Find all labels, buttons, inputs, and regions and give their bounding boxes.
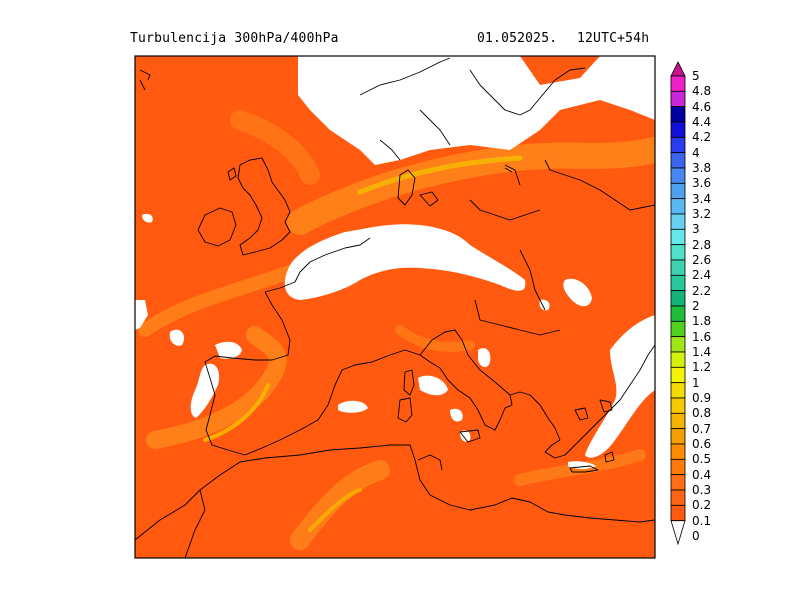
- legend-swatch: [670, 259, 686, 276]
- legend-label: 1.4: [692, 345, 712, 359]
- legend-swatch: [670, 474, 686, 491]
- forecast-date: 01.052025.: [477, 31, 558, 46]
- legend-swatch: [670, 351, 686, 368]
- legend-label: 4.6: [692, 99, 712, 114]
- map-title: Turbulencija 300hPa/400hPa: [130, 31, 339, 46]
- coastlines: [135, 57, 655, 558]
- legend-swatch: [670, 412, 686, 430]
- legend-swatch: [670, 121, 686, 138]
- legend-label: 2.2: [692, 283, 712, 298]
- legend-swatch: [670, 428, 686, 445]
- legend-swatch: [670, 320, 686, 338]
- legend-swatch: [670, 167, 686, 184]
- legend-label: 0.7: [692, 421, 712, 436]
- legend-label: 0.1: [692, 513, 712, 528]
- legend-swatch: [670, 274, 686, 292]
- legend-swatch: [670, 366, 686, 384]
- legend-label: 1.8: [692, 314, 712, 329]
- legend-label: 3.2: [692, 207, 712, 221]
- legend-swatch: [670, 213, 686, 230]
- legend-label: 0.5: [692, 452, 712, 467]
- color-legend: [670, 61, 686, 546]
- legend-swatch: [670, 458, 686, 476]
- legend-label: 2: [692, 299, 700, 313]
- forecast-run-time: 12UTC+54h: [577, 31, 650, 46]
- legend-label: 1: [692, 375, 700, 390]
- legend-swatch: [670, 290, 686, 307]
- legend-swatch: [670, 152, 686, 169]
- legend-swatch: [670, 382, 686, 399]
- legend-swatch: [670, 305, 686, 322]
- legend-label: 2.6: [692, 253, 712, 267]
- legend-swatch: [670, 90, 686, 108]
- legend-label: 0.3: [692, 483, 712, 497]
- legend-swatch: [670, 106, 686, 123]
- legend-label: 1.2: [692, 360, 712, 375]
- legend-swatch-bottom-arrow: [670, 520, 686, 546]
- legend-swatch: [670, 336, 686, 353]
- legend-swatch: [670, 504, 686, 522]
- map-frame: [134, 55, 656, 559]
- legend-label: 3.4: [692, 191, 712, 206]
- legend-label: 0: [692, 529, 700, 543]
- legend-swatch-top-arrow: [670, 61, 686, 77]
- legend-label: 3: [692, 222, 700, 237]
- legend-label: 4: [692, 145, 700, 160]
- legend-label: 0.9: [692, 391, 712, 405]
- strong-bands: [203, 155, 523, 532]
- legend-swatch: [670, 489, 686, 506]
- legend-label: 4.4: [692, 115, 712, 129]
- legend-swatch: [670, 228, 686, 246]
- legend-label: 0.8: [692, 406, 712, 421]
- turbulence-field: [135, 56, 655, 558]
- legend-swatch: [670, 443, 686, 460]
- legend-label: 3.8: [692, 161, 712, 175]
- legend-swatch: [670, 198, 686, 215]
- legend-swatch: [670, 397, 686, 414]
- legend-label: 2.4: [692, 268, 712, 283]
- legend-swatch: [670, 182, 686, 200]
- legend-label: 0.6: [692, 437, 712, 451]
- legend-label: 1.6: [692, 329, 712, 344]
- legend-label: 0.4: [692, 467, 712, 482]
- legend-swatch: [670, 244, 686, 261]
- legend-label: 4.8: [692, 84, 712, 99]
- legend-label: 4.2: [692, 130, 712, 145]
- legend-label: 0.2: [692, 498, 712, 513]
- legend-swatch: [670, 136, 686, 154]
- legend-swatch: [670, 75, 686, 92]
- legend-label: 2.8: [692, 237, 712, 252]
- legend-label: 5: [692, 69, 700, 83]
- legend-label: 3.6: [692, 176, 712, 191]
